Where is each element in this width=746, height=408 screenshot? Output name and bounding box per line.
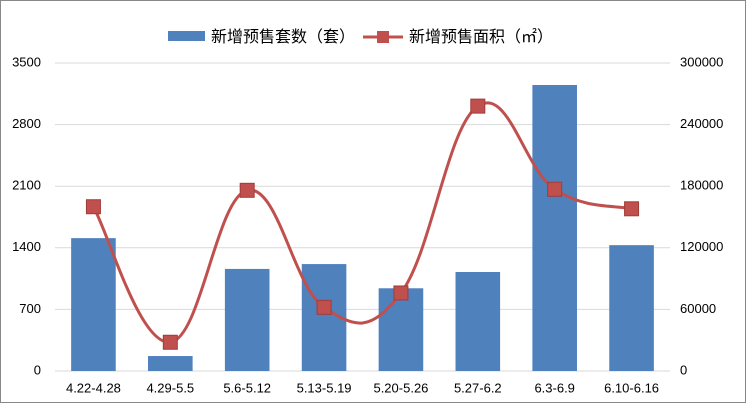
y-tick-label: 2100 [12,178,41,193]
y2-tick-label: 180000 [680,178,723,193]
line-marker [547,181,563,197]
line-marker [316,299,332,315]
bar [71,238,116,371]
line-marker [470,98,486,114]
y-tick-label: 3500 [12,54,41,69]
legend-label: 新增预售面积（㎡） [409,28,553,46]
line-marker [624,201,640,217]
legend-swatch [168,31,205,41]
line-marker [239,182,255,198]
y-tick-label: 0 [34,362,41,377]
y-tick-label: 700 [19,301,41,316]
legend-label: 新增预售套数（套） [211,28,355,46]
y2-tick-label: 300000 [680,54,723,69]
bar [609,245,654,371]
bar [532,85,577,371]
y2-tick-label: 240000 [680,116,723,131]
x-tick-label: 6.10-6.16 [604,380,659,395]
bar [148,356,193,371]
x-tick-label: 4.22-4.28 [66,380,121,395]
x-tick-label: 5.27-6.2 [454,380,502,395]
legend-swatch [377,31,390,43]
y2-tick-label: 0 [680,362,687,377]
x-tick-label: 5.20-5.26 [373,380,428,395]
bar [224,268,270,371]
y2-tick-label: 120000 [680,239,723,254]
x-tick-label: 4.29-5.5 [146,380,194,395]
line-marker [85,199,101,215]
x-tick-label: 5.6-5.12 [223,380,271,395]
x-tick-label: 5.13-5.19 [297,380,352,395]
y2-tick-label: 60000 [680,301,716,316]
x-tick-label: 6.3-6.9 [534,380,574,395]
y-tick-label: 2800 [12,116,41,131]
bar [455,272,501,371]
line-marker [393,285,409,301]
line-marker [162,334,178,350]
y-tick-label: 1400 [12,239,41,254]
bar [378,288,424,371]
